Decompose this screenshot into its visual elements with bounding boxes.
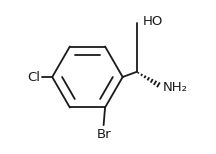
Text: Cl: Cl <box>27 71 40 83</box>
Text: NH₂: NH₂ <box>163 81 188 94</box>
Text: Br: Br <box>96 128 111 141</box>
Text: HO: HO <box>143 15 163 28</box>
